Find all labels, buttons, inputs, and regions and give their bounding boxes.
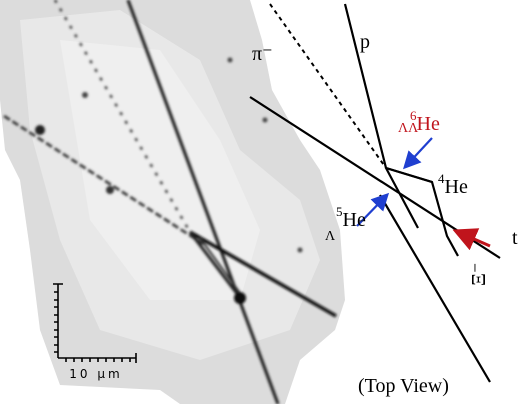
label: π⁻ (252, 43, 273, 65)
label: t (512, 227, 518, 249)
caption: (Top View) (358, 375, 449, 397)
label: p (360, 31, 370, 53)
label: 5He (336, 204, 366, 231)
symbol: He (417, 113, 440, 135)
long-track (380, 195, 490, 382)
figure: 10 μm π⁻ p t Ξ⁻ 6He ΛΛ 4He 5He Λ (Top Vi… (0, 0, 528, 404)
sub: ΛΛ (398, 121, 419, 136)
symbol: He (445, 176, 468, 198)
arrow (406, 138, 432, 166)
label: 4He (438, 171, 468, 198)
arrow (458, 232, 490, 246)
micrograph: 10 μm (0, 0, 345, 404)
sub: Λ (325, 229, 336, 244)
symbol: He (343, 209, 366, 231)
proton-track (345, 4, 418, 228)
label: Ξ⁻ (468, 263, 490, 286)
scale-label: 10 μm (69, 367, 122, 381)
